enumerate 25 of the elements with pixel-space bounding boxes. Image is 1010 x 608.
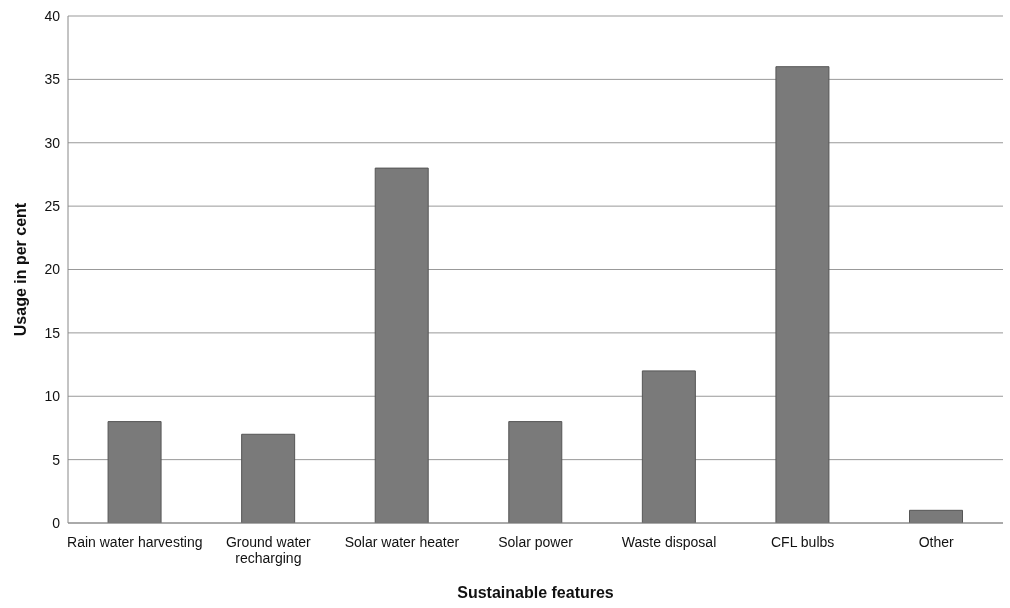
y-tick-label: 35	[44, 71, 61, 88]
y-tick-label: 40	[44, 7, 61, 24]
x-tick-label: Solar power	[498, 534, 574, 550]
y-tick-label: 30	[44, 134, 61, 151]
bar	[775, 66, 830, 523]
y-tick-label: 20	[44, 261, 61, 278]
bar	[508, 421, 563, 523]
x-tick-label: Solar water heater	[344, 534, 460, 550]
bar	[374, 167, 429, 523]
y-tick-label: 5	[52, 451, 61, 468]
y-tick-label: 25	[44, 198, 61, 215]
x-tick-label: Other	[918, 534, 955, 550]
bar	[107, 421, 162, 523]
y-tick-label: 10	[44, 388, 61, 405]
x-tick-label: CFL bulbs	[770, 534, 835, 550]
bar	[641, 370, 696, 523]
y-axis-title: Usage in per cent	[11, 202, 29, 337]
x-axis-title: Sustainable features	[457, 584, 614, 601]
y-tick-label: 0	[52, 514, 61, 531]
y-tick-label: 15	[44, 324, 61, 341]
x-tick-label: Ground water recharging	[225, 534, 312, 566]
x-tick-label: Rain water harvesting	[67, 534, 203, 550]
x-tick-label: Waste disposal	[621, 534, 717, 550]
bar	[241, 433, 296, 523]
bar	[909, 509, 963, 523]
